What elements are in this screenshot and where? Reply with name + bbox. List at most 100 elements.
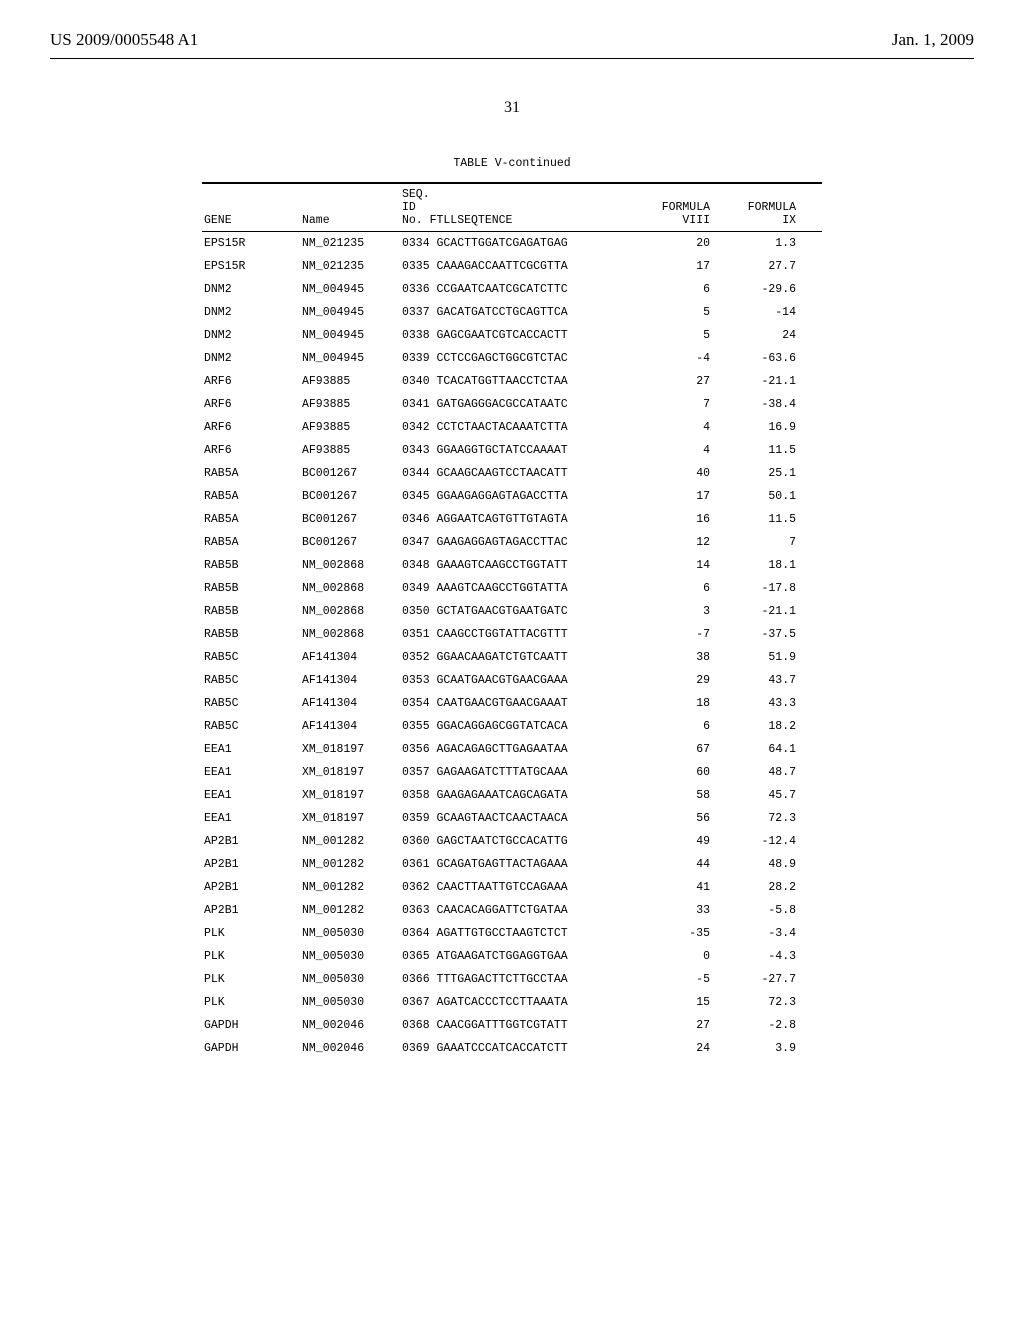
cell-formula-viii: 15 xyxy=(642,996,722,1009)
table-row: RAB5ABC0012670344 GCAAGCAAGTCCTAACATT402… xyxy=(202,462,822,485)
table-row: EEA1XM_0181970357 GAGAAGATCTTTATGCAAA604… xyxy=(202,761,822,784)
cell-gene: PLK xyxy=(202,996,302,1009)
cell-gene: DNM2 xyxy=(202,306,302,319)
cell-sequence: 0348 GAAAGTCAAGCCTGGTATT xyxy=(402,559,642,572)
cell-formula-viii: -35 xyxy=(642,927,722,940)
cell-formula-ix: 50.1 xyxy=(722,490,802,503)
cell-name: NM_004945 xyxy=(302,329,402,342)
cell-formula-viii: 27 xyxy=(642,1019,722,1032)
cell-name: NM_002868 xyxy=(302,628,402,641)
cell-gene: RAB5A xyxy=(202,467,302,480)
cell-name: BC001267 xyxy=(302,513,402,526)
cell-formula-ix: 48.9 xyxy=(722,858,802,871)
table-row: ARF6AF938850342 CCTCTAACTACAAATCTTA416.9 xyxy=(202,416,822,439)
cell-sequence: 0368 CAACGGATTTGGTCGTATT xyxy=(402,1019,642,1032)
col-header-gene: GENE xyxy=(202,188,302,227)
cell-gene: DNM2 xyxy=(202,329,302,342)
cell-sequence: 0349 AAAGTCAAGCCTGGTATTA xyxy=(402,582,642,595)
cell-formula-ix: -21.1 xyxy=(722,605,802,618)
table-row: RAB5BNM_0028680348 GAAAGTCAAGCCTGGTATT14… xyxy=(202,554,822,577)
table-row: RAB5CAF1413040353 GCAATGAACGTGAACGAAA294… xyxy=(202,669,822,692)
cell-formula-ix: 24 xyxy=(722,329,802,342)
cell-gene: ARF6 xyxy=(202,375,302,388)
cell-formula-ix: 43.3 xyxy=(722,697,802,710)
cell-gene: RAB5C xyxy=(202,651,302,664)
cell-name: NM_005030 xyxy=(302,973,402,986)
cell-sequence: 0369 GAAATCCCATCACCATCTT xyxy=(402,1042,642,1055)
table-row: EEA1XM_0181970356 AGACAGAGCTTGAGAATAA676… xyxy=(202,738,822,761)
table-row: RAB5BNM_0028680351 CAAGCCTGGTATTACGTTT-7… xyxy=(202,623,822,646)
cell-name: AF141304 xyxy=(302,720,402,733)
cell-formula-viii: 17 xyxy=(642,260,722,273)
cell-formula-viii: 24 xyxy=(642,1042,722,1055)
cell-formula-viii: 33 xyxy=(642,904,722,917)
cell-formula-viii: 3 xyxy=(642,605,722,618)
cell-formula-ix: -37.5 xyxy=(722,628,802,641)
cell-gene: ARF6 xyxy=(202,398,302,411)
cell-formula-ix: -29.6 xyxy=(722,283,802,296)
page-number: 31 xyxy=(50,99,974,117)
table-row: RAB5BNM_0028680350 GCTATGAACGTGAATGATC3-… xyxy=(202,600,822,623)
table-row: PLKNM_0050300366 TTTGAGACTTCTTGCCTAA-5-2… xyxy=(202,968,822,991)
cell-gene: RAB5A xyxy=(202,536,302,549)
cell-formula-viii: -4 xyxy=(642,352,722,365)
cell-sequence: 0334 GCACTTGGATCGAGATGAG xyxy=(402,237,642,250)
cell-name: NM_001282 xyxy=(302,835,402,848)
table-row: AP2B1NM_0012820360 GAGCTAATCTGCCACATTG49… xyxy=(202,830,822,853)
cell-formula-viii: -5 xyxy=(642,973,722,986)
cell-gene: PLK xyxy=(202,973,302,986)
cell-gene: GAPDH xyxy=(202,1042,302,1055)
cell-formula-ix: 18.1 xyxy=(722,559,802,572)
cell-sequence: 0346 AGGAATCAGTGTTGTAGTA xyxy=(402,513,642,526)
table-row: RAB5CAF1413040355 GGACAGGAGCGGTATCACA618… xyxy=(202,715,822,738)
cell-formula-ix: 43.7 xyxy=(722,674,802,687)
cell-gene: PLK xyxy=(202,950,302,963)
cell-formula-viii: 6 xyxy=(642,582,722,595)
cell-formula-ix: -4.3 xyxy=(722,950,802,963)
cell-sequence: 0338 GAGCGAATCGTCACCACTT xyxy=(402,329,642,342)
col-header-seq: SEQ. ID No. FTLLSEQTENCE xyxy=(402,188,642,227)
cell-name: NM_004945 xyxy=(302,352,402,365)
cell-formula-viii: 40 xyxy=(642,467,722,480)
cell-name: NM_001282 xyxy=(302,904,402,917)
cell-sequence: 0356 AGACAGAGCTTGAGAATAA xyxy=(402,743,642,756)
cell-sequence: 0344 GCAAGCAAGTCCTAACATT xyxy=(402,467,642,480)
col-header-formula-viii: FORMULA VIII xyxy=(642,188,722,227)
cell-sequence: 0359 GCAAGTAACTCAACTAACA xyxy=(402,812,642,825)
cell-formula-viii: 58 xyxy=(642,789,722,802)
cell-formula-viii: 12 xyxy=(642,536,722,549)
cell-formula-viii: 14 xyxy=(642,559,722,572)
cell-gene: EEA1 xyxy=(202,766,302,779)
cell-sequence: 0347 GAAGAGGAGTAGACCTTAC xyxy=(402,536,642,549)
table-row: ARF6AF938850343 GGAAGGTGCTATCCAAAAT411.5 xyxy=(202,439,822,462)
cell-gene: RAB5C xyxy=(202,720,302,733)
cell-formula-viii: 5 xyxy=(642,329,722,342)
cell-formula-ix: -12.4 xyxy=(722,835,802,848)
cell-sequence: 0358 GAAGAGAAATCAGCAGATA xyxy=(402,789,642,802)
table-row: AP2B1NM_0012820361 GCAGATGAGTTACTAGAAA44… xyxy=(202,853,822,876)
cell-name: AF141304 xyxy=(302,651,402,664)
table-row: AP2B1NM_0012820362 CAACTTAATTGTCCAGAAA41… xyxy=(202,876,822,899)
cell-name: BC001267 xyxy=(302,490,402,503)
cell-sequence: 0360 GAGCTAATCTGCCACATTG xyxy=(402,835,642,848)
cell-formula-ix: 72.3 xyxy=(722,996,802,1009)
page-header: US 2009/0005548 A1 Jan. 1, 2009 xyxy=(50,30,974,50)
cell-name: NM_002046 xyxy=(302,1042,402,1055)
cell-formula-ix: 7 xyxy=(722,536,802,549)
cell-formula-viii: 6 xyxy=(642,720,722,733)
table-row: RAB5CAF1413040352 GGAACAAGATCTGTCAATT385… xyxy=(202,646,822,669)
table-row: RAB5ABC0012670347 GAAGAGGAGTAGACCTTAC127 xyxy=(202,531,822,554)
table-title: TABLE V-continued xyxy=(202,157,822,170)
cell-sequence: 0366 TTTGAGACTTCTTGCCTAA xyxy=(402,973,642,986)
cell-formula-viii: 41 xyxy=(642,881,722,894)
cell-sequence: 0350 GCTATGAACGTGAATGATC xyxy=(402,605,642,618)
cell-gene: ARF6 xyxy=(202,444,302,457)
cell-name: NM_002868 xyxy=(302,582,402,595)
table-row: EPS15RNM_0212350334 GCACTTGGATCGAGATGAG2… xyxy=(202,232,822,255)
cell-name: NM_002046 xyxy=(302,1019,402,1032)
table-row: EEA1XM_0181970359 GCAAGTAACTCAACTAACA567… xyxy=(202,807,822,830)
table-row: GAPDHNM_0020460369 GAAATCCCATCACCATCTT24… xyxy=(202,1037,822,1060)
cell-formula-viii: 4 xyxy=(642,444,722,457)
cell-gene: RAB5B xyxy=(202,628,302,641)
cell-formula-ix: -2.8 xyxy=(722,1019,802,1032)
